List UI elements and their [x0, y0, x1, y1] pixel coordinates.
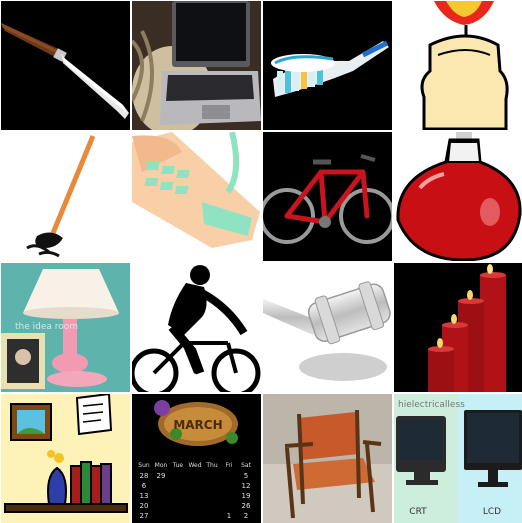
knife-icon — [1, 1, 130, 130]
lamp-watermark: the idea room — [15, 322, 78, 332]
tile-lamp: the idea room — [1, 263, 130, 392]
monitors-icon: hielectricalless CRT LCD — [394, 394, 522, 523]
tile-bicycle — [263, 132, 392, 261]
bicycle-icon — [263, 132, 392, 261]
calendar-day: 26 — [242, 502, 251, 510]
cyclist-icon — [132, 263, 261, 392]
flask-icon — [394, 132, 522, 261]
calendar-day: 6 — [142, 482, 147, 490]
tile-gavel — [263, 263, 392, 392]
gavel-icon — [263, 263, 392, 392]
calendar-day: 29 — [157, 472, 166, 480]
tile-shelf — [1, 394, 130, 523]
lamp-icon: the idea room — [1, 263, 130, 392]
tile-flask — [394, 132, 522, 261]
lcd-label: LCD — [483, 507, 501, 517]
calendar-weekday: Fri — [225, 462, 232, 469]
matchstick-icon — [1, 132, 130, 261]
monitors-watermark: hielectricalless — [398, 400, 465, 410]
tile-calendar: MARCH Sun Mon Tue Wed Thu Fri Sat 28 29 5 6 12 13 19… — [132, 394, 261, 523]
chair-icon — [263, 394, 392, 523]
tile-chair — [263, 394, 392, 523]
candles-icon — [394, 263, 522, 392]
calendar-weekday: Sun — [138, 462, 150, 469]
tile-laptop — [132, 1, 261, 130]
calendar-day: 20 — [140, 502, 149, 510]
tile-candles — [394, 263, 522, 392]
calendar-day: 27 — [140, 512, 149, 520]
calendar-weekday: Thu — [205, 462, 217, 469]
tile-monitors: hielectricalless CRT LCD — [394, 394, 522, 523]
candle-icon — [394, 1, 522, 130]
calendar-day: 1 — [227, 512, 231, 520]
calendar-day: 13 — [140, 492, 149, 500]
tile-matchstick — [1, 132, 130, 261]
calendar-day: 2 — [244, 512, 248, 520]
tile-knife — [1, 1, 130, 130]
calendar-month: MARCH — [173, 418, 222, 432]
calendar-day: 28 — [140, 472, 149, 480]
calendar-day: 12 — [242, 482, 251, 490]
calendar-weekday: Sat — [241, 462, 251, 469]
calendar-weekday: Mon — [155, 462, 168, 469]
telephone-icon — [132, 132, 261, 261]
calendar-day: 19 — [242, 492, 251, 500]
calendar-weekday: Wed — [188, 462, 201, 469]
tile-telephone — [132, 132, 261, 261]
calendar-weekdays: Sun Mon Tue Wed Thu Fri Sat — [138, 462, 251, 469]
shelf-icon — [1, 394, 130, 523]
calendar-day: 5 — [244, 472, 248, 480]
tile-toothbrush — [263, 1, 392, 130]
tile-candle — [394, 1, 522, 130]
toothbrush-icon — [263, 1, 392, 130]
laptop-icon — [132, 1, 261, 130]
crt-label: CRT — [409, 507, 427, 517]
calendar-weekday: Tue — [172, 462, 184, 469]
tile-cyclist — [132, 263, 261, 392]
